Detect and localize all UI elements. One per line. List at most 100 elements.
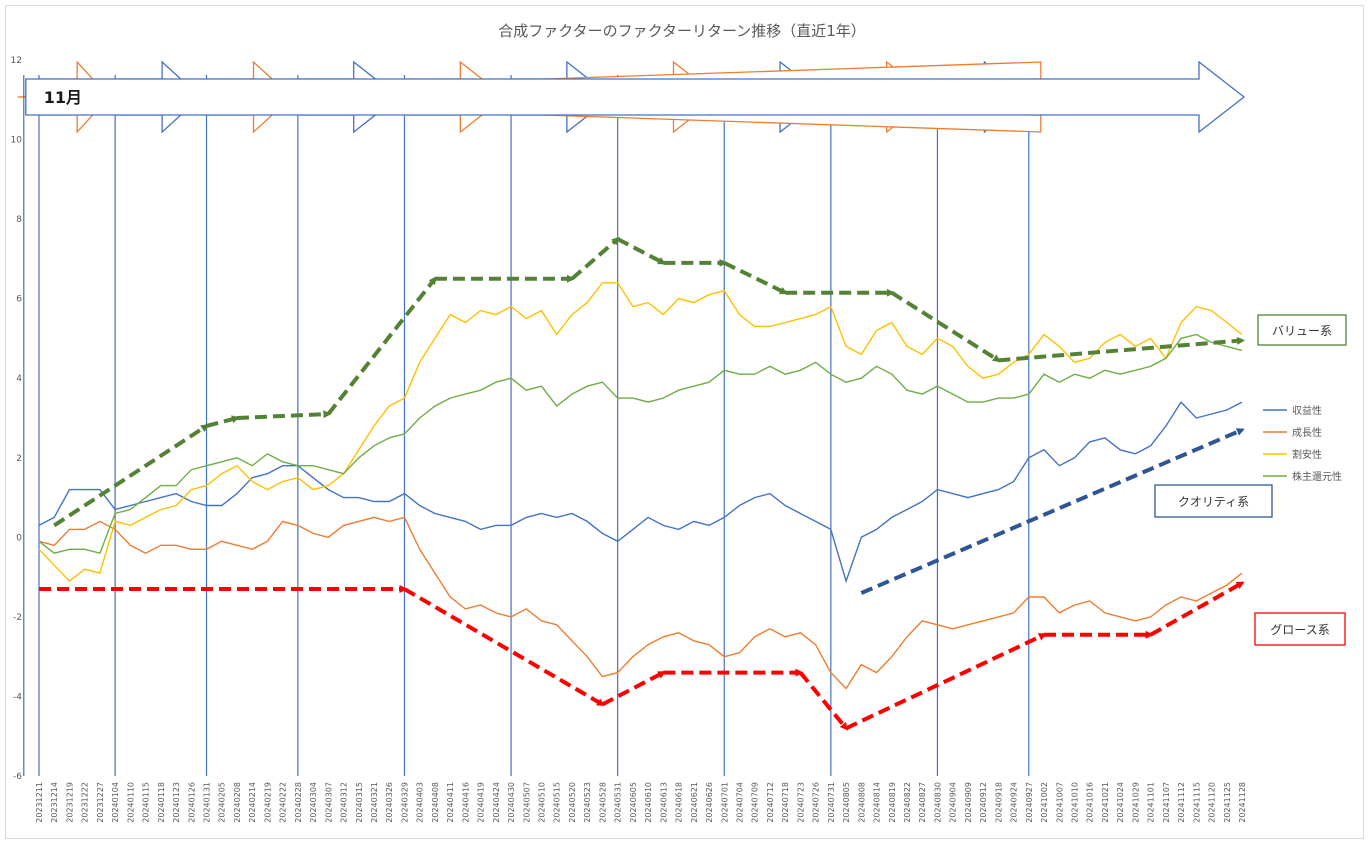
x-tick-label: 20241112: [1177, 782, 1186, 823]
x-tick-label: 20240618: [675, 782, 684, 823]
x-tick-label: 20240411: [446, 782, 455, 823]
y-tick-label: 12: [11, 56, 22, 66]
x-tick-label: 20240219: [263, 782, 272, 823]
x-tick-label: 20240307: [324, 782, 333, 823]
x-tick-label: 20240918: [994, 782, 1003, 823]
x-tick-label: 20240912: [979, 782, 988, 823]
x-tick-label: 20240814: [873, 782, 882, 823]
x-tick-label: 20241128: [1238, 782, 1247, 823]
x-tick-label: 20240424: [492, 782, 501, 823]
x-tick-label: 20240104: [111, 782, 120, 823]
x-tick-label: 20240808: [857, 782, 866, 823]
series-line: [38, 400, 1243, 584]
y-tick-label: 4: [16, 374, 22, 384]
x-tick-label: 20240621: [690, 782, 699, 823]
x-tick-label: 20240408: [431, 782, 440, 823]
x-tick-label: 20241029: [1131, 782, 1140, 823]
y-axis: -6 -4 -2 0 2 4 6 8 10 12: [11, 56, 23, 782]
x-tick-label: 20240626: [705, 782, 714, 823]
y-tick-label: 6: [16, 295, 22, 305]
x-tick-label: 20240118: [157, 782, 166, 823]
x-tick-label: 20240515: [553, 782, 562, 823]
chart-frame: [5, 5, 1364, 839]
legend-label: 割安性: [1292, 448, 1322, 461]
month-arrow: [25, 60, 1246, 134]
series-lines: [38, 282, 1243, 690]
trend-arrow-segment: [798, 671, 848, 731]
x-tick-label: 20241115: [1192, 782, 1201, 823]
annotation-box: [1154, 484, 1273, 518]
trend-arrow-segment: [1149, 581, 1245, 637]
x-tick-label: 20241021: [1101, 782, 1110, 823]
series-line: [38, 333, 1243, 555]
x-tick-label: 20240726: [812, 782, 821, 823]
x-tick-label: 20240321: [370, 782, 379, 823]
x-tick-label: 20240904: [949, 782, 958, 823]
x-tick-label: 20241101: [1147, 782, 1156, 823]
y-tick-label: 8: [16, 215, 22, 225]
x-tick-label: 20231222: [81, 782, 90, 823]
y-tick-label: -4: [13, 692, 22, 702]
x-tick-label: 20240523: [583, 782, 592, 823]
trend-arrow-segment: [616, 237, 667, 265]
x-tick-label: 20240701: [720, 782, 729, 823]
x-tick-label: 20241120: [1208, 782, 1217, 823]
x-tick-label: 20240110: [126, 782, 135, 823]
x-tick-label: 20231214: [50, 782, 59, 823]
x-tick-label: 20240605: [629, 782, 638, 823]
series-line: [38, 516, 1243, 690]
annotation-label: グロース系: [1270, 623, 1329, 637]
y-tick-label: -2: [13, 613, 22, 623]
y-tick-label: 10: [11, 136, 23, 146]
legend-label: 成長性: [1292, 426, 1322, 439]
trend-arrow-segment: [53, 424, 210, 528]
x-tick-label: 20240126: [187, 782, 196, 823]
x-tick-label: 20240819: [888, 782, 897, 823]
x-tick-label: 20240205: [218, 782, 227, 823]
y-tick-label: -6: [13, 772, 22, 782]
x-tick-label: 20240326: [385, 782, 394, 823]
trend-arrow-segment: [326, 276, 437, 416]
x-tick-label: 20240827: [918, 782, 927, 823]
x-tick-label: 20240416: [461, 782, 470, 823]
x-tick-label: 20240709: [751, 782, 760, 823]
trend-arrow-segment: [860, 428, 1245, 595]
trend-arrow-segment: [403, 587, 606, 707]
x-tick-label: 20241016: [1086, 782, 1095, 823]
x-tick-label: 20240222: [279, 782, 288, 823]
x-tick-label: 20240531: [614, 782, 623, 823]
x-tick-label: 20241107: [1162, 782, 1171, 823]
x-tick-label: 20240830: [933, 782, 942, 823]
x-tick-label: 20240927: [1025, 782, 1034, 823]
x-tick-label: 20241024: [1116, 782, 1125, 823]
x-tick-label: 20240704: [735, 782, 744, 823]
x-tick-label: 20241007: [1055, 782, 1064, 823]
x-tick-label: 20240924: [1010, 782, 1019, 823]
x-axis: 20231211 20231214 20231219 20231222 20231227…: [35, 782, 1247, 823]
trend-arrow-segment: [723, 261, 788, 295]
series-line: [38, 282, 1243, 583]
x-tick-label: 20231211: [35, 782, 44, 823]
trend-arrow-segment: [206, 415, 240, 428]
legend-label: 株主還元性: [1292, 470, 1342, 483]
x-tick-label: 20240610: [644, 782, 653, 823]
x-tick-label: 20241125: [1223, 782, 1232, 823]
annotation-box: [1254, 612, 1346, 646]
annotation-label: クオリティ系: [1178, 495, 1249, 509]
x-tick-label: 20240723: [796, 782, 805, 823]
trend-arrow-segment: [998, 336, 1245, 363]
annotation-box: [1257, 314, 1347, 346]
trend-arrow-segment: [570, 237, 620, 281]
x-tick-label: 20240718: [781, 782, 790, 823]
x-tick-label: 20240805: [842, 782, 851, 823]
x-tick-label: 20231227: [96, 782, 105, 823]
x-tick-label: 20240115: [142, 782, 151, 823]
y-tick-label: 2: [16, 454, 22, 464]
x-tick-label: 20240419: [477, 782, 486, 823]
x-tick-label: 20240123: [172, 782, 181, 823]
legend-label: 収益性: [1292, 404, 1322, 417]
x-tick-label: 20240304: [309, 782, 318, 823]
x-tick-label: 20240329: [400, 782, 409, 823]
